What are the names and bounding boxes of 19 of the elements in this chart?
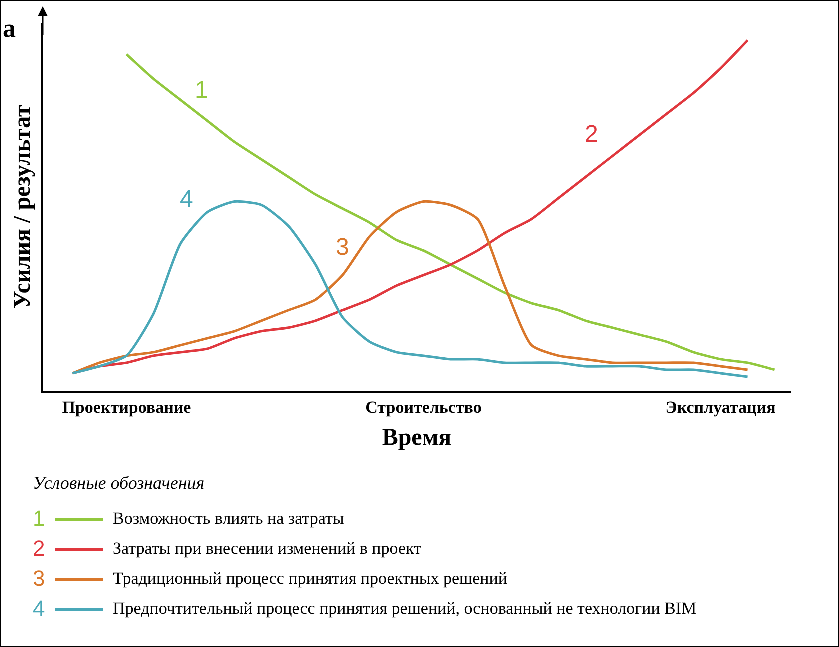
- text: 3: [33, 566, 46, 591]
- text: a: [3, 14, 16, 43]
- legend-label: Предпочтительный процесс принятия решений, основанный не технологии BIM: [113, 599, 697, 619]
- text: 4: [33, 596, 46, 621]
- annotation: 3: [336, 234, 350, 261]
- legend-label: Возможность влиять на затраты: [113, 509, 344, 529]
- annotation: 4: [180, 186, 194, 213]
- annotation: 2: [585, 121, 598, 148]
- annotation: 1: [195, 77, 208, 104]
- text: 1: [33, 506, 46, 531]
- x-tick-label: Строительство: [366, 398, 482, 418]
- x-tick-label: Проектирование: [62, 398, 192, 418]
- legend-label: Традиционный процесс принятия проектных решений: [113, 569, 508, 589]
- y-axis-title: Усилия / результат: [10, 105, 36, 309]
- x-axis-title: Время: [382, 424, 452, 451]
- legend-label: Затраты при внесении изменений в проект: [113, 539, 422, 559]
- legend-title: Условные обозначения: [33, 473, 206, 494]
- x-tick-label: Эксплуатация: [666, 398, 776, 418]
- text: 2: [33, 536, 46, 561]
